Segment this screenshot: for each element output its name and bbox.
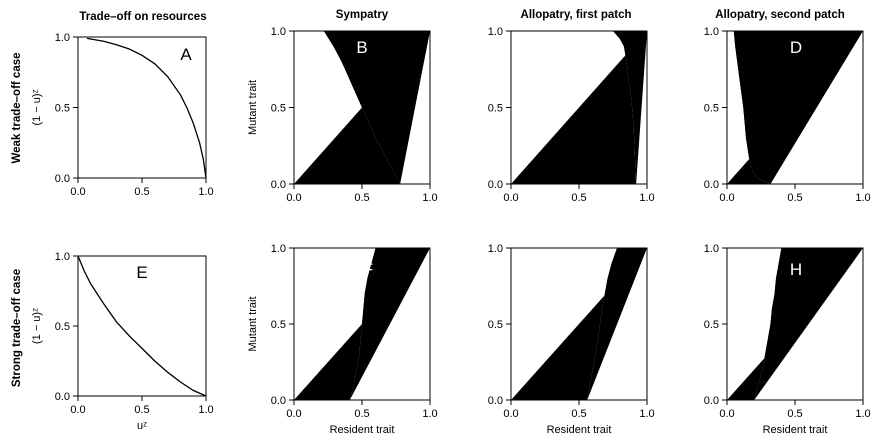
y-tick-label: 0.5: [55, 321, 70, 333]
x-tick-label: 0.0: [70, 186, 85, 198]
x-axis-label: uᶻ: [137, 420, 147, 432]
y-tick-label: 0.0: [488, 179, 503, 191]
y-tick-label: 1.0: [55, 251, 70, 263]
y-axis-label: Mutant trait: [247, 80, 259, 135]
y-tick-label: 1.0: [271, 243, 286, 255]
x-tick-label: 1.0: [422, 408, 437, 420]
x-tick-label: 1.0: [639, 192, 654, 204]
x-tick-label: 1.0: [855, 192, 870, 204]
x-axis-label: Resident trait: [547, 424, 612, 436]
column-title-allopatry-second: Allopatry, second patch: [715, 9, 845, 21]
panel-f: 0.0 0.5 1.0 0.0 0.5 1.0 Mutant trait Resident t…: [247, 243, 438, 436]
y-tick-label: 0.0: [271, 395, 286, 407]
y-tick-label: 0.0: [704, 179, 719, 191]
x-tick-label: 0.0: [503, 192, 518, 204]
x-tick-label: 1.0: [855, 408, 870, 420]
region-black-lower: [727, 248, 863, 400]
y-tick-label: 0.5: [704, 103, 719, 115]
panel-label: B: [356, 38, 367, 57]
region-black-upper: [587, 248, 647, 400]
x-tick-label: 0.5: [354, 408, 369, 420]
y-tick-label: 0.5: [55, 103, 70, 115]
y-axis-label: (1 − u)ᶻ: [31, 308, 43, 344]
x-tick-label: 0.5: [787, 192, 802, 204]
x-tick-label: 1.0: [639, 408, 654, 420]
y-tick-label: 0.0: [704, 395, 719, 407]
x-tick-label: 0.0: [719, 192, 734, 204]
panel-label: D: [790, 38, 802, 57]
y-tick-label: 1.0: [488, 243, 503, 255]
x-tick-label: 0.5: [134, 404, 149, 416]
region-black-lower: [294, 31, 430, 184]
y-axis-label: Mutant trait: [247, 296, 259, 351]
region-black-lower: [511, 248, 647, 400]
y-tick-label: 0.0: [55, 173, 70, 185]
y-tick-label: 1.0: [55, 32, 70, 44]
x-tick-label: 0.0: [719, 408, 734, 420]
panel-label: G: [571, 260, 584, 279]
panel-label: H: [790, 260, 802, 279]
x-tick-label: 0.5: [354, 192, 369, 204]
y-axis-label: (1 − u)ᶻ: [31, 89, 43, 125]
panel-h: 0.0 0.5 1.0 0.0 0.5 1.0 Resident trait H: [704, 243, 871, 436]
y-tick-label: 1.0: [704, 243, 719, 255]
x-tick-label: 0.0: [70, 404, 85, 416]
panel-d: 0.0 0.5 1.0 0.0 0.5 1.0 D: [704, 26, 871, 204]
region-black-lower: [294, 248, 430, 400]
x-tick-label: 0.5: [134, 186, 149, 198]
x-axis-label: Resident trait: [330, 424, 395, 436]
panel-label: A: [180, 45, 192, 64]
panel-label: C: [572, 38, 584, 57]
x-tick-label: 0.0: [503, 408, 518, 420]
row-title-strong: Strong trade–off case: [11, 269, 23, 387]
x-tick-label: 0.5: [571, 192, 586, 204]
y-tick-label: 0.5: [488, 103, 503, 115]
x-tick-label: 0.5: [571, 408, 586, 420]
x-tick-label: 0.0: [286, 408, 301, 420]
x-tick-label: 1.0: [422, 192, 437, 204]
y-tick-label: 0.0: [55, 391, 70, 403]
region-black-upper: [613, 31, 647, 184]
x-axis-label: Resident trait: [763, 424, 828, 436]
x-tick-label: 1.0: [198, 186, 213, 198]
panel-e: 0.0 0.5 1.0 0.0 0.5 1.0 (1 − u)ᶻ uᶻ E: [31, 251, 214, 432]
y-tick-label: 0.5: [271, 103, 286, 115]
y-tick-label: 0.0: [488, 395, 503, 407]
plot-frame: [77, 255, 207, 397]
series-line: [77, 255, 207, 397]
series-line: [86, 37, 207, 179]
x-tick-label: 1.0: [198, 404, 213, 416]
x-tick-label: 0.0: [286, 192, 301, 204]
y-tick-label: 0.5: [488, 319, 503, 331]
plot-frame: [77, 36, 207, 179]
y-tick-label: 0.5: [704, 319, 719, 331]
column-title-sympatry: Sympatry: [336, 9, 389, 21]
y-tick-label: 0.0: [271, 179, 286, 191]
y-tick-label: 1.0: [271, 26, 286, 38]
panel-label: F: [363, 260, 373, 279]
panel-b: 0.0 0.5 1.0 0.0 0.5 1.0 Mutant trait B: [247, 26, 438, 204]
panel-label: E: [136, 263, 147, 282]
row-title-weak: Weak trade–off case: [11, 52, 23, 163]
y-tick-label: 1.0: [704, 26, 719, 38]
column-title-allopatry-first: Allopatry, first patch: [521, 9, 632, 21]
panel-c: 0.0 0.5 1.0 0.0 0.5 1.0 C: [488, 26, 655, 204]
column-title-tradeoff: Trade–off on resources: [79, 11, 206, 23]
panel-a: 0.0 0.5 1.0 0.0 0.5 1.0 (1 − u)ᶻ A: [31, 32, 214, 198]
panel-g: 0.0 0.5 1.0 0.0 0.5 1.0 Resident trait G: [488, 243, 655, 436]
y-tick-label: 1.0: [488, 26, 503, 38]
region-black-lower: [511, 31, 647, 184]
region-black-lower: [727, 31, 863, 184]
y-tick-label: 0.5: [271, 319, 286, 331]
x-tick-label: 0.5: [787, 408, 802, 420]
